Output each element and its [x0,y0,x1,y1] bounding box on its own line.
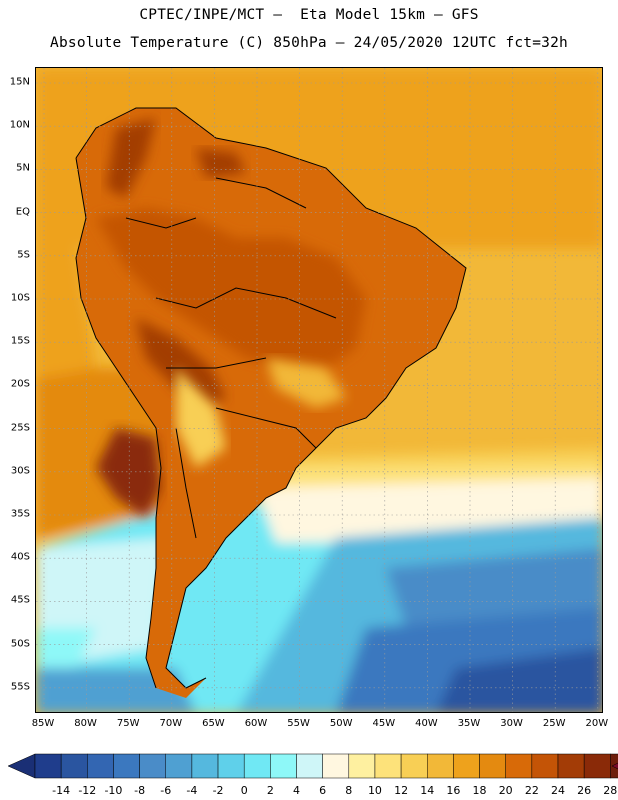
lat-tick-label: 25S [10,422,30,434]
colorbar-swatch [427,753,454,779]
colorbar-swatch [348,753,376,779]
lon-tick-label: 75W [116,718,140,729]
colorbar-swatch [87,753,114,779]
colorbar-swatch [479,753,506,779]
colorbar-tick-label: 6 [319,784,327,797]
lat-tick-label: 45S [10,594,30,606]
lon-tick-label: 85W [31,718,55,729]
colorbar-swatch [453,753,480,779]
colorbar-tick-label: 4 [293,784,300,797]
colorbar-tick-label: 2 [266,784,274,797]
colorbar-tick-label: 10 [367,784,382,797]
colorbar-tick-label: 28 [603,784,618,797]
colorbar-low-arrow [7,753,36,779]
lon-tick-label: 20W [585,718,609,729]
colorbar-swatch [322,753,350,779]
colorbar-high-arrow [611,762,618,770]
south-america-landmass [76,108,466,698]
lon-tick-label: 45W [372,718,396,729]
lon-tick-label: 55W [287,718,310,729]
colorbar-swatch [270,753,297,779]
colorbar-swatch [557,753,585,779]
lat-tick-label: 30S [10,465,30,477]
colorbar-swatch [296,753,323,779]
colorbar-swatch [400,753,428,779]
lat-tick-label: 15S [10,335,30,347]
colorbar-tick-label: -8 [134,784,146,797]
colorbar-tick-label: 0 [240,784,248,797]
colorbar-swatch [505,753,533,779]
lat-tick-label: 15N [9,76,30,88]
colorbar-tick-label: 16 [446,784,461,797]
colorbar-tick-label: -2 [212,784,224,797]
colorbar-tick-label: 22 [524,784,539,797]
lon-tick-label: 65W [202,718,225,729]
colorbar-tick-label: 8 [345,784,353,797]
lon-tick-label: 60W [244,718,268,729]
colorbar-swatch [165,753,193,779]
colorbar-tick-label: -14 [52,784,71,797]
colorbar-tick-label: -10 [104,784,123,797]
map-panel [35,67,603,713]
graticule [36,68,602,712]
colorbar-tick-label: 24 [551,784,565,797]
temperature-fields [36,68,602,712]
colorbar-swatch [139,753,167,779]
lat-tick-label: 20S [10,378,30,390]
colorbar-tick-label: 20 [498,784,513,797]
temperature-map [36,68,602,712]
lon-tick-label: 40W [415,718,438,729]
lat-tick-label: 55S [10,681,30,693]
lon-tick-label: 80W [74,718,97,729]
colorbar-tick-label: 12 [394,784,409,797]
colorbar-swatch [374,753,402,779]
colorbar-tick-label: 26 [577,784,592,797]
lon-tick-label: 25W [542,718,566,729]
lon-tick-label: 35W [457,718,481,729]
colorbar-swatch [217,753,245,779]
lon-tick-label: 30W [500,718,523,729]
colorbar-swatch [531,753,559,779]
lon-tick-label: 70W [159,718,183,729]
lat-tick-label: 5S [17,249,30,261]
colorbar-swatch [243,753,271,779]
lat-tick-label: 35S [10,508,30,520]
lat-tick-label: 5N [16,162,30,174]
colorbar-tick-label: -12 [78,784,97,797]
colorbar-tick-label: 14 [420,784,435,797]
lat-tick-label: 40S [10,551,30,563]
lat-tick-label: 50S [10,638,30,650]
chart-title-line1: CPTEC/INPE/MCT – Eta Model 15km – GFS [139,7,479,23]
lat-tick-label: EQ [15,206,30,218]
colorbar-tick-label: 18 [472,784,487,797]
lat-tick-label: 10S [10,292,30,304]
lat-tick-label: 10N [9,119,30,131]
chart-title-line2: Absolute Temperature (C) 850hPa – 24/05/… [50,35,568,51]
coastline-borders [75,107,467,689]
colorbar-tick-label: -4 [186,784,198,797]
colorbar-swatch [191,753,219,779]
colorbar [7,753,618,779]
colorbar-swatch [60,753,88,779]
colorbar-swatch [113,753,140,779]
colorbar-swatch [583,753,611,779]
colorbar-swatch [34,753,62,779]
colorbar-tick-label: -6 [160,784,172,797]
lon-tick-label: 50W [329,718,353,729]
